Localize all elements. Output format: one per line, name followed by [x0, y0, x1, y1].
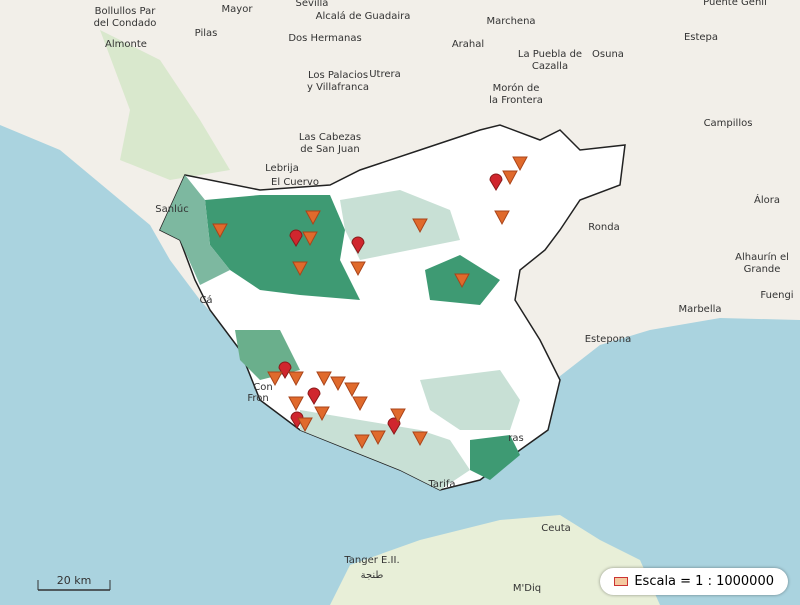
- zone-dark: [470, 435, 520, 480]
- place-label: Álora: [754, 193, 780, 206]
- place-label: El Cuervo: [271, 177, 319, 188]
- zone-light: [340, 190, 460, 260]
- triangle-marker[interactable]: [454, 273, 470, 289]
- triangle-marker[interactable]: [494, 210, 510, 226]
- scale-label: 20 km: [57, 574, 92, 587]
- triangle-marker[interactable]: [297, 417, 313, 433]
- triangle-marker[interactable]: [352, 396, 368, 412]
- place-label: طنجة: [361, 570, 384, 581]
- place-label: Los Palacios: [308, 70, 368, 81]
- place-label: Fuengi: [760, 290, 793, 301]
- legend-text: Escala = 1 : 1000000: [634, 574, 774, 589]
- africa-land: [330, 515, 660, 605]
- triangle-marker[interactable]: [316, 371, 332, 387]
- place-label: La Puebla de: [518, 49, 582, 60]
- pin-marker[interactable]: [278, 361, 292, 379]
- triangle-marker[interactable]: [412, 218, 428, 234]
- place-label: Puente Genil: [703, 0, 767, 8]
- place-label: Arahal: [452, 39, 484, 50]
- triangle-marker[interactable]: [354, 434, 370, 450]
- place-label: Estepa: [684, 32, 718, 43]
- triangle-marker[interactable]: [512, 156, 528, 172]
- place-label: ras: [508, 433, 523, 444]
- place-label: Pilas: [195, 28, 218, 39]
- triangle-marker[interactable]: [292, 261, 308, 277]
- place-label: M'Diq: [513, 583, 541, 594]
- pin-marker[interactable]: [289, 229, 303, 247]
- place-label: Cá: [199, 294, 212, 306]
- place-label: Dos Hermanas: [288, 33, 361, 44]
- triangle-marker[interactable]: [305, 210, 321, 226]
- place-label: Utrera: [369, 69, 401, 80]
- triangle-marker[interactable]: [267, 371, 283, 387]
- place-label: Sanlúc: [155, 203, 188, 215]
- place-label: Grande: [744, 264, 781, 275]
- zone-mid: [160, 175, 230, 285]
- triangle-marker[interactable]: [288, 396, 304, 412]
- place-label: Alhaurín el: [735, 251, 789, 263]
- place-label: Ceuta: [541, 523, 571, 534]
- triangle-marker[interactable]: [412, 431, 428, 447]
- place-label: Campillos: [704, 118, 753, 129]
- place-label: Cazalla: [532, 61, 568, 72]
- place-label: Tarifa: [427, 479, 455, 490]
- triangle-marker[interactable]: [302, 231, 318, 247]
- place-label: Marchena: [486, 16, 535, 27]
- pin-marker[interactable]: [489, 173, 503, 191]
- place-label: de San Juan: [300, 144, 359, 155]
- place-label: Estepona: [585, 334, 632, 345]
- triangle-marker[interactable]: [370, 430, 386, 446]
- place-label: Marbella: [678, 304, 721, 315]
- park: [100, 30, 230, 180]
- zone-light: [420, 370, 520, 430]
- place-label: y Villafranca: [307, 82, 369, 93]
- place-label: Lebrija: [265, 163, 299, 174]
- legend-icon: [614, 577, 629, 586]
- place-label: Morón de: [493, 82, 540, 94]
- triangle-marker[interactable]: [350, 261, 366, 277]
- triangle-marker[interactable]: [212, 223, 228, 239]
- triangle-marker[interactable]: [344, 382, 360, 398]
- triangle-marker[interactable]: [390, 408, 406, 424]
- zone-dark: [205, 195, 360, 300]
- place-label: Ronda: [588, 222, 619, 233]
- place-label: Fron: [247, 393, 268, 404]
- place-label: Sevilla: [296, 0, 329, 9]
- triangle-marker[interactable]: [502, 170, 518, 186]
- triangle-marker[interactable]: [314, 406, 330, 422]
- place-label: Con: [253, 382, 272, 393]
- place-label: Almonte: [105, 39, 147, 50]
- triangle-marker[interactable]: [330, 376, 346, 392]
- place-label: la Frontera: [489, 95, 543, 106]
- pin-marker[interactable]: [290, 411, 304, 429]
- place-label: Alcalá de Guadaira: [316, 10, 411, 22]
- place-label: Tanger E.II.: [343, 555, 399, 566]
- pin-marker[interactable]: [307, 387, 321, 405]
- pin-marker[interactable]: [351, 236, 365, 254]
- place-label: Bollullos Par: [95, 6, 157, 17]
- place-label: Osuna: [592, 49, 624, 60]
- place-label: del Condado: [94, 18, 157, 29]
- legend: Escala = 1 : 1000000: [600, 568, 788, 595]
- zone-light: [300, 410, 470, 490]
- place-label: Mayor: [222, 4, 254, 15]
- place-label: Las Cabezas: [299, 132, 361, 143]
- pin-marker[interactable]: [387, 417, 401, 435]
- triangle-marker[interactable]: [288, 371, 304, 387]
